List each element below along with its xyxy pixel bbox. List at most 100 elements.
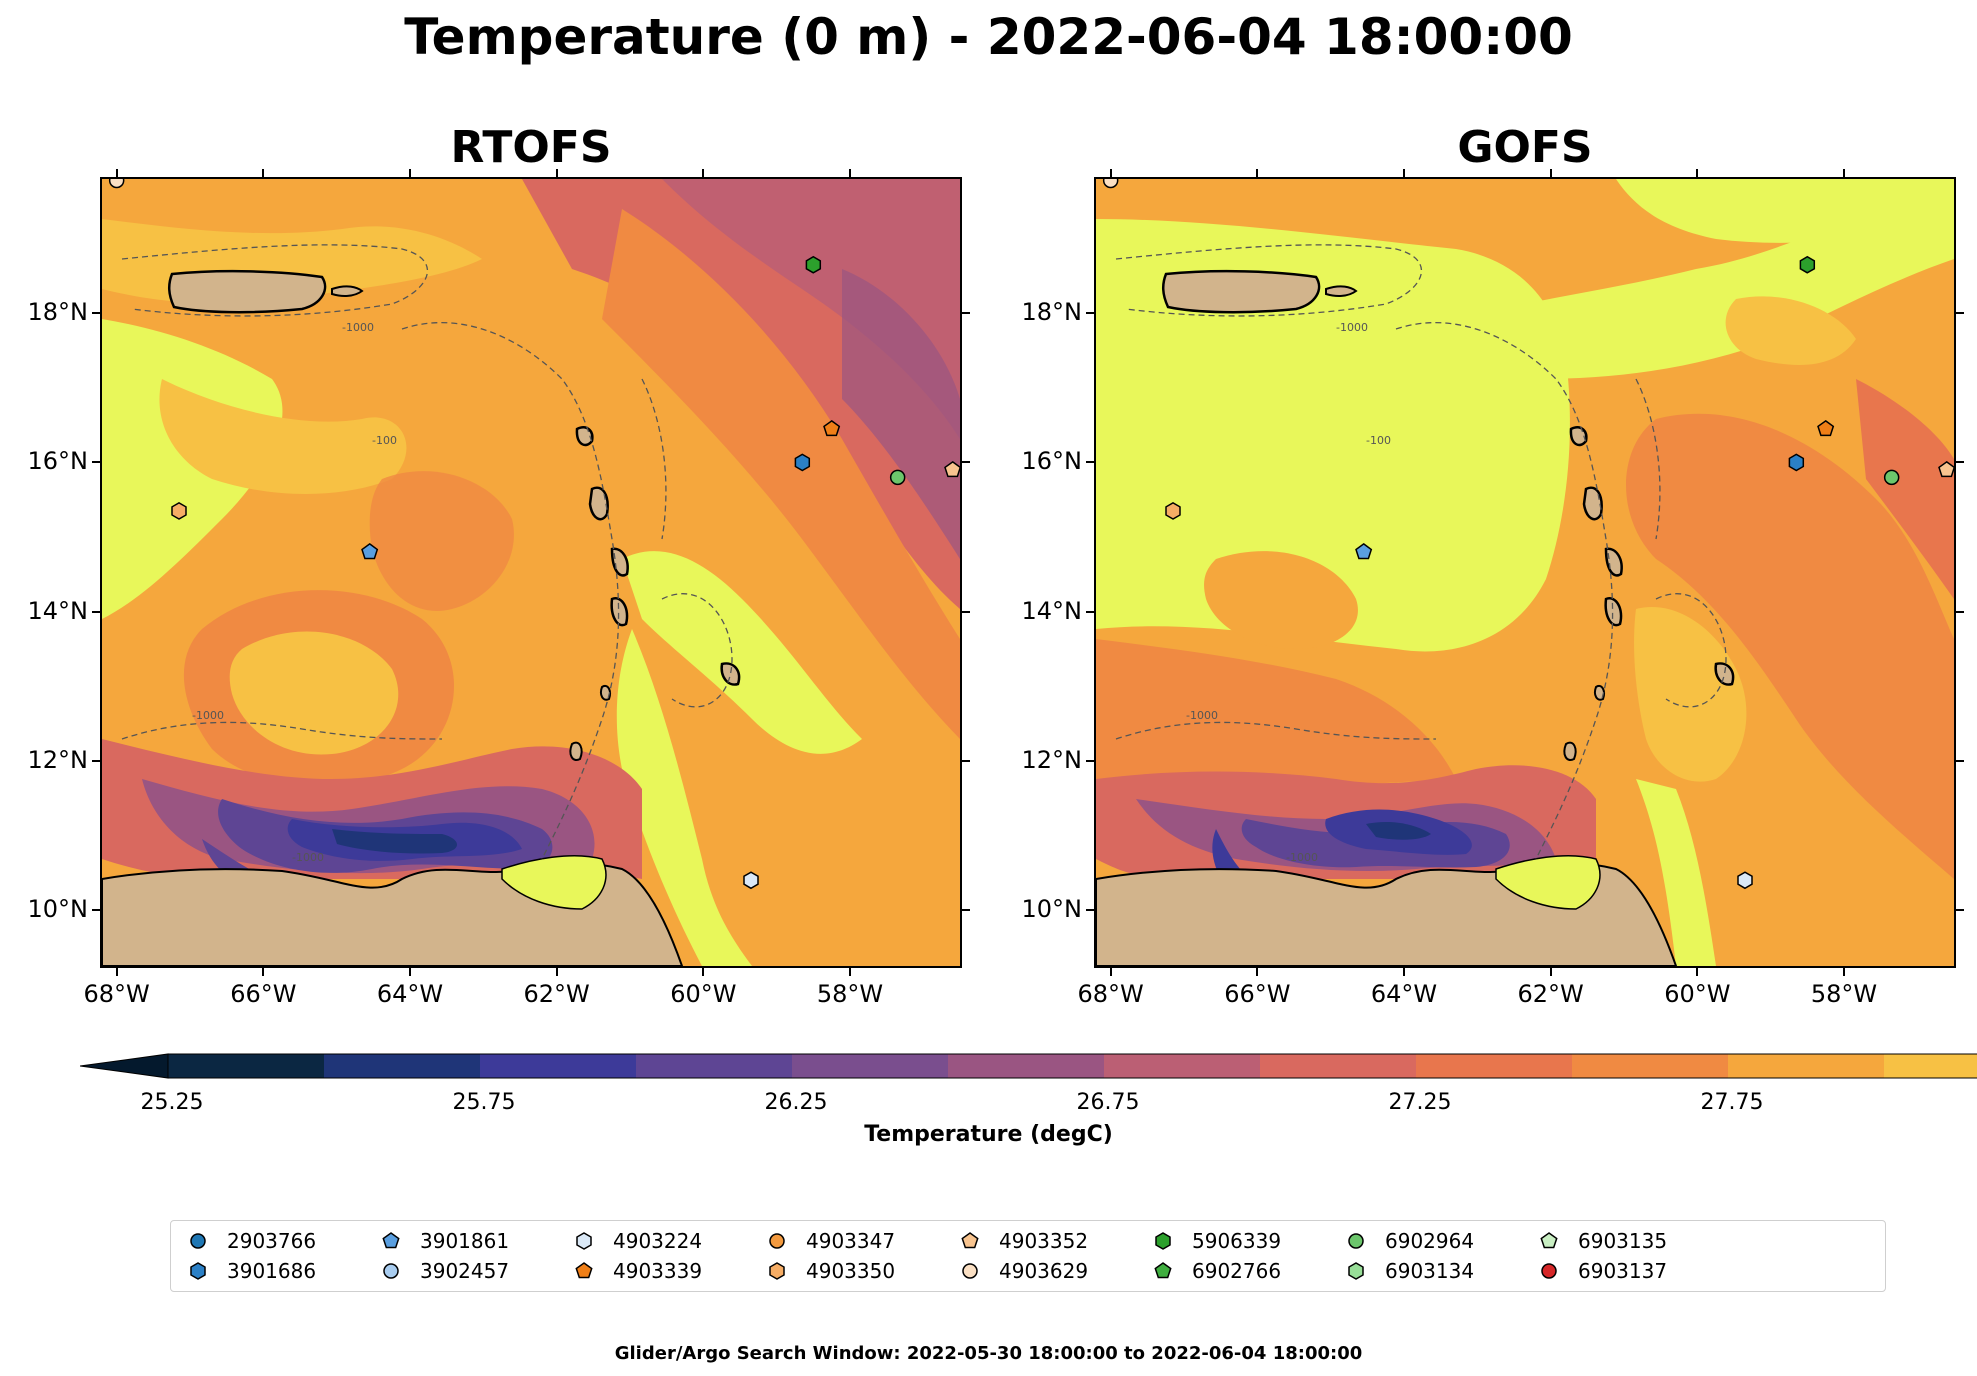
hexagon-marker-icon — [1348, 1262, 1364, 1280]
legend-label: 6903134 — [1385, 1259, 1475, 1283]
float-marker-4903224 — [1737, 871, 1753, 890]
lat-tick-mark — [962, 909, 970, 912]
map-panel-gofs: -1000 -100 -1000 -1000 — [1094, 177, 1956, 968]
legend-entry-5906339: 5906339 — [1152, 1227, 1281, 1255]
lat-tick-mark — [92, 759, 100, 762]
lon-tick-label-gofs: 60°W — [1664, 980, 1731, 1008]
lat-tick-mark — [1956, 909, 1964, 912]
colorbar-tick: 25.75 — [452, 1090, 516, 1115]
lat-tick-mark — [1956, 461, 1964, 464]
lon-tick-mark — [409, 169, 411, 177]
float-marker-4903224 — [743, 871, 759, 890]
legend-label: 6903137 — [1578, 1259, 1668, 1283]
lon-tick-mark — [1696, 968, 1699, 976]
float-marker-5906339 — [805, 255, 822, 274]
contour-label: -100 — [1366, 434, 1391, 447]
lon-tick-mark — [1549, 169, 1552, 177]
legend-entry-4903224: 4903224 — [573, 1227, 702, 1255]
colorbar-segment — [1260, 1054, 1417, 1078]
float-marker-6902964 — [889, 469, 906, 486]
lon-tick-label-rtofs: 66°W — [230, 980, 297, 1008]
lat-tick-mark — [1086, 461, 1094, 464]
lon-tick-mark — [1843, 169, 1845, 177]
contour-label: -100 — [372, 434, 397, 447]
hexagon-marker-icon — [769, 1262, 785, 1280]
contour-label: -1000 — [192, 709, 224, 722]
float-marker-4903339 — [823, 419, 841, 437]
lon-tick-mark — [1403, 968, 1405, 976]
colorbar-under-extend — [79, 1053, 169, 1079]
colorbar-segment — [1572, 1054, 1729, 1078]
float-marker-6902964 — [1883, 469, 1900, 486]
circle-marker-icon — [383, 1263, 399, 1279]
lon-tick-mark — [1403, 169, 1405, 177]
legend-entry-6903135: 6903135 — [1538, 1227, 1667, 1255]
legend: 2903766 3901686 3901861 3902457 4903224 49033… — [170, 1220, 1886, 1292]
lon-tick-label-gofs: 66°W — [1224, 980, 1291, 1008]
lat-tick-mark — [1956, 759, 1964, 762]
figure-title: Temperature (0 m) - 2022-06-04 18:00:00 — [404, 8, 1573, 66]
colorbar — [79, 1048, 1977, 1084]
legend-entry-6903134: 6903134 — [1345, 1257, 1474, 1285]
float-marker-3901861 — [361, 542, 379, 560]
float-marker-4903350 — [1165, 502, 1181, 520]
legend-entry-6902964: 6902964 — [1345, 1227, 1474, 1255]
lat-tick-mark — [962, 312, 970, 315]
legend-entry-4903629: 4903629 — [959, 1257, 1088, 1285]
legend-label: 4903347 — [806, 1229, 896, 1253]
colorbar-tick: 27.75 — [1700, 1090, 1764, 1115]
lon-tick-mark — [555, 169, 558, 177]
colorbar-strip — [79, 1053, 1977, 1079]
lat-tick-label-gofs: 10°N — [1021, 895, 1083, 924]
colorbar-segment — [1104, 1054, 1261, 1078]
lat-tick-mark — [962, 610, 970, 613]
lon-tick-label-gofs: 64°W — [1370, 980, 1438, 1008]
float-markers — [108, 179, 960, 890]
lon-tick-mark — [1696, 169, 1699, 177]
lat-tick-label-rtofs: 18°N — [27, 298, 89, 327]
colorbar-segment — [636, 1054, 793, 1078]
lon-tick-label-gofs: 68°W — [1077, 980, 1144, 1008]
hexagon-marker-icon — [1155, 1232, 1171, 1250]
colorbar-segment — [480, 1054, 637, 1078]
lat-tick-label-gofs: 16°N — [1021, 447, 1083, 476]
hexagon-marker-icon — [576, 1232, 592, 1250]
legend-label: 4903629 — [999, 1259, 1089, 1283]
lon-tick-mark — [1256, 169, 1259, 177]
lat-tick-mark — [92, 909, 100, 912]
lat-tick-mark — [1956, 312, 1964, 315]
float-marker-3901686 — [1788, 453, 1805, 472]
lon-tick-mark — [1109, 968, 1112, 976]
lat-tick-mark — [92, 610, 100, 613]
colorbar-segment — [792, 1054, 949, 1078]
legend-label: 3901686 — [227, 1259, 317, 1283]
float-marker-3901861 — [1355, 542, 1373, 560]
float-marker-4903350 — [171, 502, 187, 520]
colorbar-segment — [948, 1054, 1105, 1078]
legend-entry-4903339: 4903339 — [573, 1257, 702, 1285]
legend-entry-3901861: 3901861 — [380, 1227, 509, 1255]
lat-tick-mark — [92, 461, 100, 464]
temperature-field-rtofs: -1000 -100 -1000 -1000 — [102, 179, 960, 966]
lon-tick-label-rtofs: 58°W — [816, 980, 884, 1008]
legend-entry-4903347: 4903347 — [766, 1227, 895, 1255]
pentagon-marker-icon — [382, 1232, 400, 1249]
lon-tick-mark — [849, 968, 851, 976]
lon-tick-mark — [1843, 968, 1845, 976]
legend-label: 5906339 — [1192, 1229, 1282, 1253]
map-panel-rtofs: -1000 -100 -1000 -1000 — [100, 177, 962, 968]
lon-tick-mark — [555, 968, 558, 976]
lat-tick-label-rtofs: 12°N — [27, 745, 89, 774]
lat-tick-label-gofs: 14°N — [1021, 596, 1083, 625]
legend-label: 4903350 — [806, 1259, 896, 1283]
lat-tick-mark — [962, 759, 970, 762]
lon-tick-mark — [115, 968, 118, 976]
float-marker-4903352 — [1938, 460, 1954, 478]
contour-label: -1000 — [1336, 321, 1368, 334]
pentagon-marker-icon — [1540, 1232, 1558, 1249]
legend-label: 4903224 — [613, 1229, 703, 1253]
lat-tick-label-rtofs: 10°N — [27, 895, 89, 924]
lon-tick-mark — [702, 968, 705, 976]
contour-label: -1000 — [342, 321, 374, 334]
panel-title-rtofs: RTOFS — [450, 122, 612, 173]
